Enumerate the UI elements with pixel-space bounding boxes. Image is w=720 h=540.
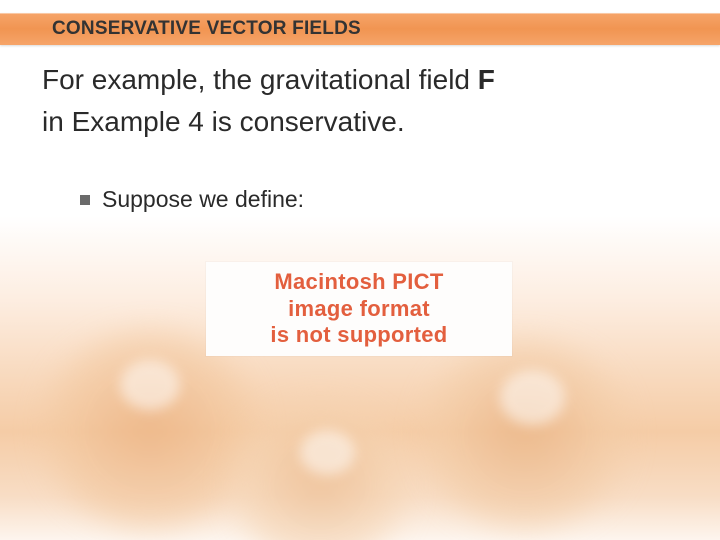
background-sphere-3: [420, 340, 630, 530]
pict-line-3: is not supported: [270, 322, 447, 349]
pict-line-1: Macintosh PICT: [274, 269, 443, 296]
square-bullet-icon: [80, 195, 90, 205]
pict-unsupported-placeholder: Macintosh PICT image format is not suppo…: [206, 262, 512, 356]
background-highlight-1: [120, 360, 180, 410]
body-line-1: For example, the gravitational field F: [42, 64, 495, 96]
background-highlight-2: [300, 430, 355, 475]
pict-line-2: image format: [288, 296, 430, 323]
background-highlight-3: [500, 370, 565, 425]
bullet-item-1: Suppose we define:: [80, 186, 304, 213]
body-line-2: in Example 4 is conservative.: [42, 106, 405, 138]
slide-title: CONSERVATIVE VECTOR FIELDS: [52, 18, 361, 40]
body-line-1-prefix: For example, the gravitational field: [42, 64, 478, 95]
body-line-1-bold-F: F: [478, 64, 495, 95]
bullet-text-1: Suppose we define:: [102, 186, 304, 213]
